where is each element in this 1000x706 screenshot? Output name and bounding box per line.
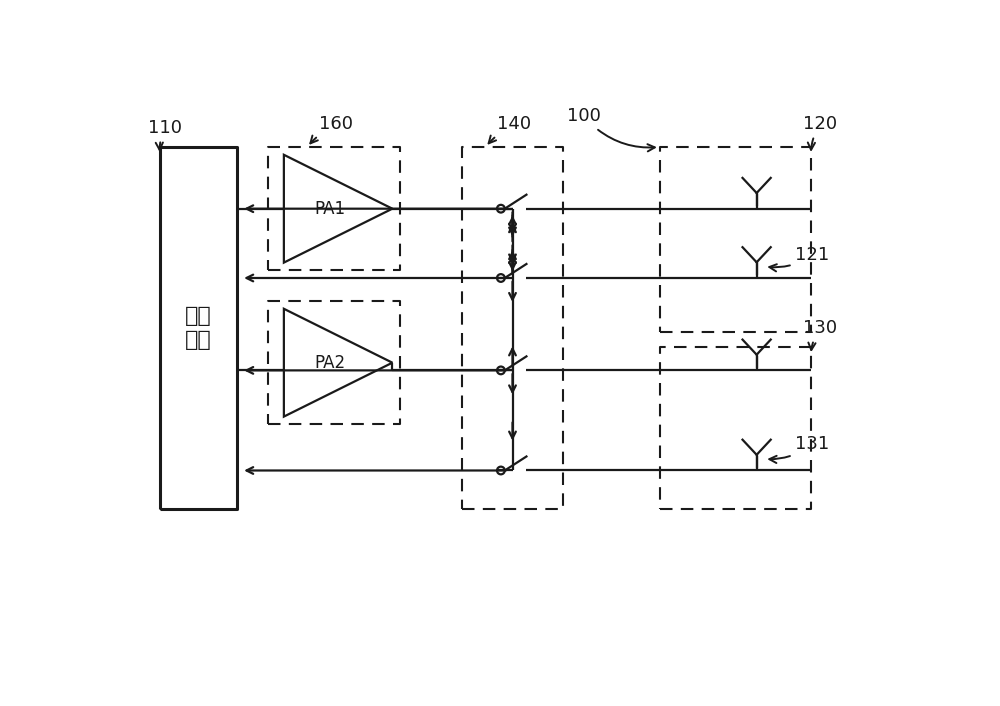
Text: PA1: PA1: [314, 200, 345, 217]
Text: 100: 100: [567, 107, 655, 151]
Text: 140: 140: [489, 115, 531, 143]
Text: 120: 120: [803, 115, 837, 150]
Text: 130: 130: [803, 319, 837, 350]
Text: PA2: PA2: [314, 354, 345, 371]
Text: 131: 131: [769, 434, 830, 463]
Text: 110: 110: [148, 119, 182, 150]
Text: 160: 160: [310, 115, 353, 143]
Text: 收发
模块: 收发 模块: [185, 306, 212, 349]
Text: 121: 121: [769, 246, 830, 271]
